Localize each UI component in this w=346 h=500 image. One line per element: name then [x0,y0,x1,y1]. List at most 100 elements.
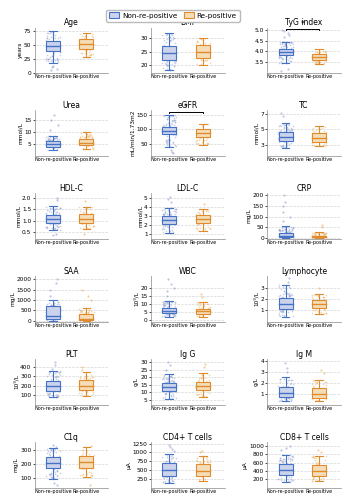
Point [45,372,50,380]
Point [51,134,56,142]
Point [57,222,63,230]
Point [280,226,285,234]
Point [161,210,167,218]
Point [163,298,169,306]
Point [49,306,54,314]
Point [55,480,60,488]
Point [198,374,204,382]
Point [168,46,174,54]
Point [193,216,199,224]
Point [314,378,320,386]
Point [46,458,51,466]
Point [50,304,55,312]
Point [88,372,94,380]
Point [87,310,92,318]
Point [197,458,203,466]
Point [282,40,288,48]
Point [310,233,316,241]
Point [165,66,171,74]
Point [47,444,53,452]
Point [48,311,54,319]
Point [163,374,168,382]
Point [277,226,282,234]
Point [171,378,176,386]
Point [277,127,282,135]
Point [288,223,294,231]
Point [278,48,284,56]
Point [170,477,175,485]
Point [288,467,294,475]
Point [48,219,54,227]
Point [200,42,206,50]
Point [315,469,320,477]
Point [54,218,60,226]
Point [55,383,60,391]
Point [313,306,318,314]
Point [170,204,175,212]
Point [165,213,171,221]
Point [278,44,284,52]
Point [49,224,54,232]
Point [54,212,60,220]
Point [56,136,62,143]
Point [55,121,61,129]
Point [53,214,58,222]
Point [163,390,168,398]
Point [168,379,174,387]
Point [46,132,51,140]
Point [196,302,201,310]
Point [207,458,213,466]
Point [83,310,88,318]
Point [88,307,93,315]
Point [288,56,294,64]
Point [204,139,209,147]
Point [85,214,91,222]
Point [167,304,172,312]
Point [311,454,317,462]
Point [44,388,49,396]
Point [47,310,53,318]
Point [167,470,173,478]
Point [79,308,84,316]
Point [169,214,174,222]
Point [46,142,52,150]
Point [282,284,288,292]
Point [277,467,283,475]
Point [289,48,294,56]
Point [199,386,204,394]
Point [50,386,56,394]
Point [45,460,50,468]
Point [164,304,170,312]
Point [279,394,284,402]
Bar [312,464,326,476]
Point [201,452,206,460]
Point [198,60,204,68]
Point [52,387,58,395]
Point [51,144,56,152]
Point [89,454,94,462]
Point [166,130,172,138]
Point [313,130,319,138]
Point [52,226,58,234]
Point [167,36,172,44]
Point [168,36,174,44]
Point [49,136,55,144]
Point [170,214,176,222]
Point [53,138,58,146]
Point [51,40,56,48]
Point [277,454,283,462]
Point [282,384,288,392]
Point [57,306,63,314]
Point [165,374,171,382]
Point [285,393,291,401]
Point [163,138,169,146]
Point [163,466,168,474]
Point [288,460,294,468]
Point [89,50,94,58]
Point [159,125,165,133]
Point [165,465,170,473]
Point [162,478,167,486]
Point [320,388,326,396]
Point [166,304,171,312]
Point [316,300,321,308]
